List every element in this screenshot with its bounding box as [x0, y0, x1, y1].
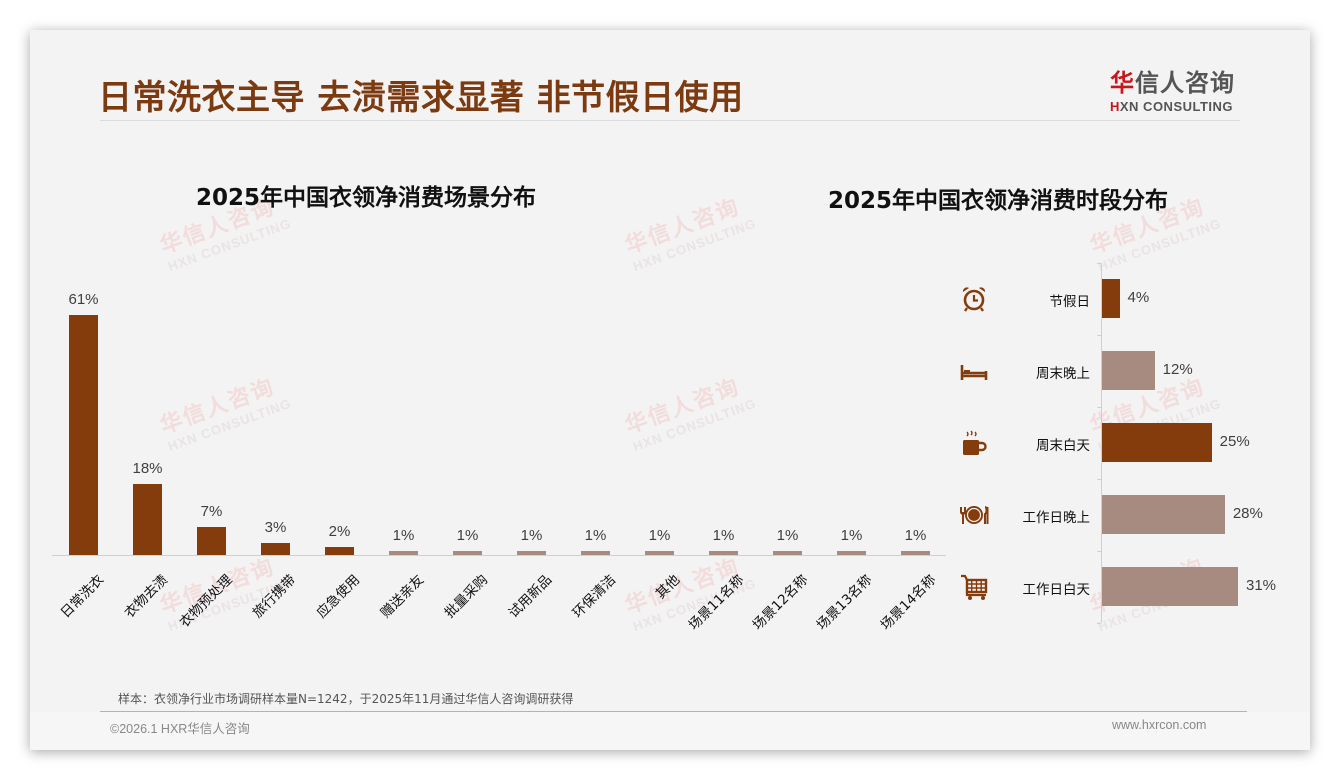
bed-icon — [958, 355, 990, 387]
bar-value-label: 7% — [200, 503, 223, 521]
bar — [261, 543, 290, 555]
bar-value-label: 1% — [904, 527, 927, 544]
axis-tick — [1097, 623, 1101, 624]
bar — [325, 547, 354, 555]
logo-chinese-highlight: 华 — [1110, 69, 1135, 97]
axis-tick — [1097, 335, 1101, 336]
bar — [901, 551, 930, 555]
sample-note: 样本：衣领净行业市场调研样本量N=1242，于2025年11月通过华信人咨询调研… — [118, 692, 574, 706]
bar-value-label: 31% — [1246, 577, 1277, 594]
axis-tick — [1097, 479, 1101, 480]
logo-chinese-rest: 信人咨询 — [1135, 69, 1235, 97]
scene-chart-title: 2025年中国衣领净消费场景分布 — [196, 185, 537, 211]
category-label: 节假日 — [1049, 294, 1091, 310]
shopping-cart-icon — [958, 571, 990, 603]
period-chart-title: 2025年中国衣领净消费时段分布 — [828, 188, 1169, 214]
bar-value-label: 61% — [68, 291, 99, 308]
axis-tick — [1097, 551, 1101, 552]
bar — [453, 551, 482, 555]
bar-value-label: 1% — [712, 527, 735, 544]
bar — [389, 551, 418, 555]
logo-chinese: 华信人咨询 — [1110, 63, 1235, 98]
bar-value-label: 1% — [840, 527, 863, 544]
logo-english: HXN CONSULTING — [1110, 99, 1235, 114]
bar-value-label: 1% — [456, 527, 479, 544]
bar — [709, 551, 738, 555]
company-logo: 华信人咨询 HXN CONSULTING — [1110, 63, 1235, 114]
bar-value-label: 1% — [520, 527, 543, 544]
category-label: 工作日白天 — [1022, 582, 1091, 598]
bar — [69, 315, 98, 555]
footer-band — [30, 712, 1310, 750]
bar — [1102, 279, 1120, 318]
bar — [1102, 423, 1212, 462]
bar — [1102, 567, 1238, 606]
category-label: 周末晚上 — [1036, 366, 1090, 382]
logo-english-rest: XN CONSULTING — [1119, 99, 1234, 114]
bar — [1102, 495, 1225, 534]
bar — [773, 551, 802, 555]
bar — [197, 527, 226, 555]
bar — [1102, 351, 1155, 390]
bar-value-label: 28% — [1232, 505, 1263, 522]
category-label: 工作日晚上 — [1022, 510, 1091, 526]
bar — [517, 551, 546, 555]
bar-value-label: 4% — [1127, 289, 1150, 306]
bar — [645, 551, 674, 555]
axis-tick — [1097, 263, 1101, 264]
bar-value-label: 1% — [584, 527, 607, 544]
bar-value-label: 1% — [648, 527, 671, 544]
coffee-cup-icon — [958, 427, 990, 459]
x-axis-line — [52, 555, 946, 556]
bar — [133, 484, 162, 555]
logo-english-highlight: H — [1110, 99, 1120, 114]
header-divider — [100, 120, 1240, 121]
category-label: 周末白天 — [1036, 438, 1090, 454]
dining-plate-icon — [958, 499, 990, 531]
slide-card — [30, 30, 1310, 750]
bar-value-label: 25% — [1219, 433, 1250, 450]
copyright-text: ©2026.1 HXR华信人咨询 — [110, 722, 250, 736]
bar-value-label: 1% — [392, 527, 415, 544]
bar-value-label: 1% — [776, 527, 799, 544]
footer-divider — [100, 711, 1247, 712]
page-title: 日常洗衣主导 去渍需求显著 非节假日使用 — [98, 78, 744, 118]
bar-value-label: 2% — [328, 523, 351, 541]
bar-value-label: 12% — [1162, 361, 1193, 378]
bar-value-label: 3% — [264, 519, 287, 537]
bar-value-label: 18% — [132, 460, 163, 478]
website-link[interactable]: www.hxrcon.com — [1112, 718, 1207, 732]
axis-tick — [1097, 407, 1101, 408]
alarm-clock-icon — [958, 283, 990, 315]
bar — [581, 551, 610, 555]
bar — [837, 551, 866, 555]
y-axis-line — [1101, 263, 1102, 623]
